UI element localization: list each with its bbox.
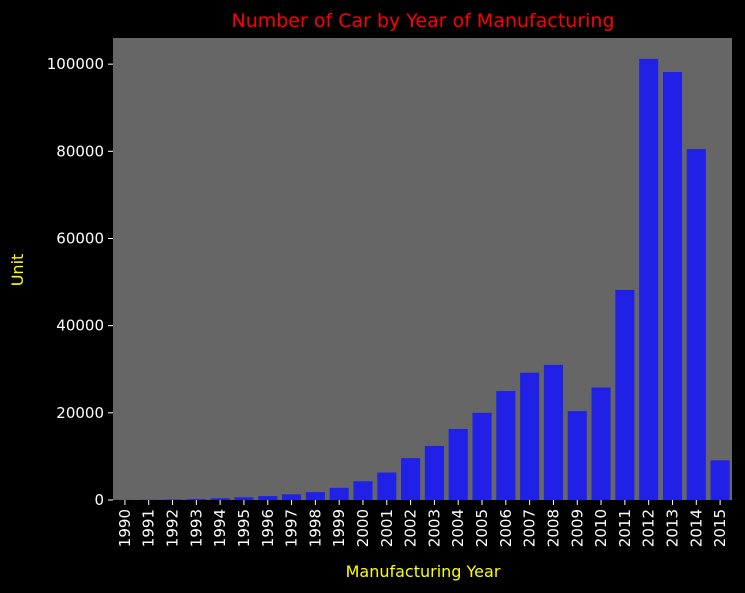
x-tick-label-2008: 2008 bbox=[544, 509, 562, 547]
bar-1998 bbox=[305, 492, 325, 500]
x-tick-label-1995: 1995 bbox=[235, 509, 253, 547]
bar-2009 bbox=[567, 411, 587, 500]
y-tick-label-40000: 40000 bbox=[56, 317, 104, 335]
x-tick-label-2000: 2000 bbox=[354, 509, 372, 547]
bar-2004 bbox=[448, 428, 468, 500]
x-tick-label-1999: 1999 bbox=[330, 509, 348, 547]
x-tick-label-1990: 1990 bbox=[116, 509, 134, 547]
x-tick-label-2007: 2007 bbox=[521, 509, 539, 547]
y-tick-label-0: 0 bbox=[94, 491, 104, 509]
x-tick-label-1996: 1996 bbox=[259, 509, 277, 547]
bar-2011 bbox=[615, 289, 635, 500]
x-tick-label-2006: 2006 bbox=[497, 509, 515, 547]
x-tick-label-2012: 2012 bbox=[640, 509, 658, 547]
bar-1996 bbox=[258, 496, 278, 500]
bar-2012 bbox=[639, 58, 659, 501]
y-tick-label-60000: 60000 bbox=[56, 229, 104, 247]
bar-1997 bbox=[282, 494, 302, 500]
bar-2001 bbox=[377, 472, 397, 500]
x-axis-ticks: 1990 1991 1992 1993 1994 1995 1996 1997 1998 1999… bbox=[116, 500, 729, 547]
x-axis-label: Manufacturing Year bbox=[346, 562, 501, 581]
y-axis-ticks: 0 20000 40000 60000 80000 100000 bbox=[47, 55, 113, 509]
bar-2002 bbox=[401, 458, 421, 500]
bar-1995 bbox=[234, 497, 254, 500]
y-tick-label-20000: 20000 bbox=[56, 404, 104, 422]
bar-2005 bbox=[472, 412, 492, 500]
y-tick-label-100000: 100000 bbox=[47, 55, 104, 73]
x-tick-label-1997: 1997 bbox=[283, 509, 301, 547]
x-tick-label-1991: 1991 bbox=[140, 509, 158, 547]
bars-group bbox=[115, 58, 730, 501]
bar-2007 bbox=[520, 372, 540, 500]
x-tick-label-2015: 2015 bbox=[711, 509, 729, 547]
y-tick-label-80000: 80000 bbox=[56, 142, 104, 160]
x-tick-label-2009: 2009 bbox=[568, 509, 586, 547]
bar-2010 bbox=[591, 387, 611, 500]
bar-2008 bbox=[543, 364, 563, 500]
bar-2003 bbox=[424, 445, 444, 500]
x-tick-label-2013: 2013 bbox=[663, 509, 681, 547]
x-tick-label-2014: 2014 bbox=[687, 509, 705, 547]
x-tick-label-2005: 2005 bbox=[473, 509, 491, 547]
bar-2015 bbox=[710, 460, 730, 500]
x-tick-label-2003: 2003 bbox=[425, 509, 443, 547]
x-tick-label-1993: 1993 bbox=[187, 509, 205, 547]
bar-1994 bbox=[210, 498, 230, 500]
y-axis-label: Unit bbox=[8, 254, 27, 287]
x-tick-label-1994: 1994 bbox=[211, 509, 229, 547]
bar-2014 bbox=[686, 149, 706, 500]
bar-2013 bbox=[662, 72, 683, 500]
x-tick-label-2004: 2004 bbox=[449, 509, 467, 547]
chart-title: Number of Car by Year of Manufacturing bbox=[231, 10, 614, 32]
x-tick-label-1998: 1998 bbox=[306, 509, 324, 547]
x-tick-label-1992: 1992 bbox=[164, 509, 182, 547]
bar-2000 bbox=[353, 481, 373, 500]
x-tick-label-2010: 2010 bbox=[592, 509, 610, 547]
x-tick-label-2002: 2002 bbox=[402, 509, 420, 547]
x-tick-label-2011: 2011 bbox=[616, 509, 634, 547]
x-tick-label-2001: 2001 bbox=[378, 509, 396, 547]
bar-1999 bbox=[329, 487, 349, 500]
bar-2006 bbox=[496, 391, 516, 500]
bar-1993 bbox=[186, 499, 206, 500]
